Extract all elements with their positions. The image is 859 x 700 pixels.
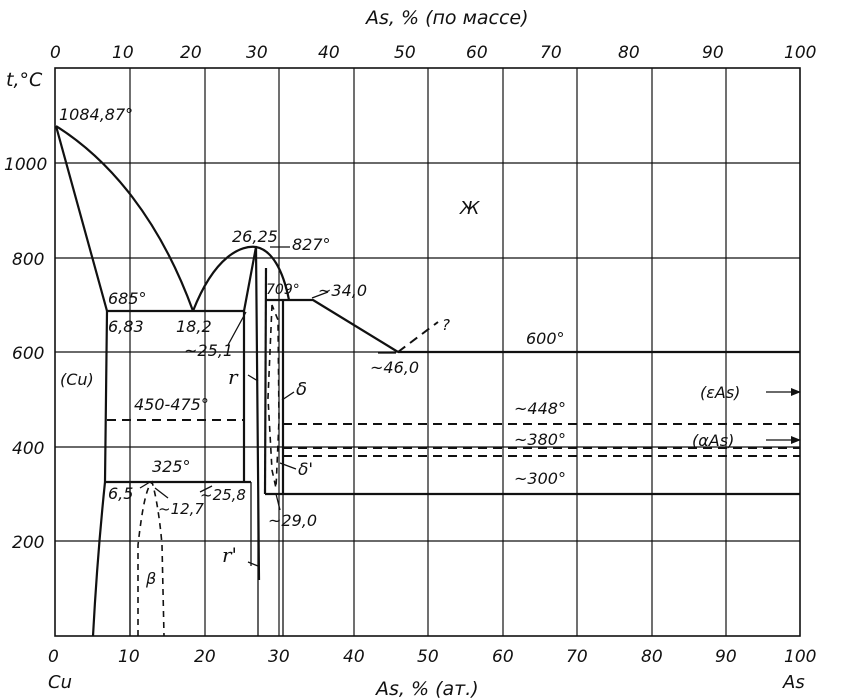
top-tick-label: 80 bbox=[618, 43, 640, 63]
label-25-8: ~25,8 bbox=[200, 486, 246, 504]
bottom-tick-label: 0 bbox=[48, 647, 59, 667]
top-tick-label: 100 bbox=[784, 43, 816, 63]
label-gamma-prime: r' bbox=[222, 543, 237, 567]
top-tick-label: 30 bbox=[246, 43, 268, 63]
solidus-left bbox=[54, 125, 109, 312]
liquidus-peritectic bbox=[289, 298, 399, 353]
left-tick-label: 1000 bbox=[4, 155, 47, 175]
gamma-field-boundary bbox=[242, 245, 261, 581]
bottom-tick-label: 90 bbox=[715, 647, 737, 667]
bottom-tick-label: 40 bbox=[343, 647, 365, 667]
label-delta-prime: δ' bbox=[298, 460, 313, 480]
left-axis-title: t,°C bbox=[6, 69, 43, 91]
label-alpha-as: (αAs) bbox=[692, 431, 734, 450]
label-liquid: Ж bbox=[459, 198, 480, 219]
leader-lines bbox=[139, 246, 801, 567]
left-tick-label: 600 bbox=[12, 344, 44, 364]
label-685: 685° bbox=[108, 289, 147, 308]
top-tick-label: 10 bbox=[112, 43, 134, 63]
bottom-tick-label: 10 bbox=[118, 647, 140, 667]
bottom-tick-label: 60 bbox=[492, 647, 514, 667]
label-eps-as: (εAs) bbox=[700, 383, 740, 402]
liquidus-compound-left bbox=[191, 245, 257, 312]
top-tick-label: 40 bbox=[318, 43, 340, 63]
label-25-1: ~25,1 bbox=[184, 341, 233, 360]
bottom-axis-title: As, % (ат.) bbox=[374, 678, 479, 700]
top-tick-label: 0 bbox=[50, 43, 61, 63]
label-26-25: 26,25 bbox=[232, 227, 278, 246]
bottom-tick-label: 80 bbox=[641, 647, 663, 667]
top-axis-title: As, % (по массе) bbox=[364, 7, 529, 29]
label-gamma: r bbox=[228, 365, 239, 389]
top-tick-label: 70 bbox=[540, 43, 562, 63]
label-6-5: 6,5 bbox=[108, 484, 133, 503]
cu-solvus-left bbox=[91, 310, 109, 637]
label-34-0: ~34,0 bbox=[318, 281, 367, 300]
delta-field-left bbox=[263, 267, 268, 495]
label-29-0: ~29,0 bbox=[268, 511, 317, 530]
top-tick-label: 60 bbox=[466, 43, 488, 63]
bottom-tick-label: 20 bbox=[194, 647, 216, 667]
label-46-0: ~46,0 bbox=[370, 358, 419, 377]
label-beta: β bbox=[145, 569, 156, 588]
top-tick-label: 90 bbox=[702, 43, 724, 63]
label-450-475: 450-475° bbox=[134, 395, 209, 414]
label-18-2: 18,2 bbox=[176, 317, 212, 336]
question-dashed-line bbox=[397, 321, 439, 353]
top-tick-labels: 0 10 20 30 40 50 60 70 80 90 100 bbox=[50, 43, 816, 63]
dashed-transitions bbox=[107, 304, 800, 637]
label-delta: δ bbox=[296, 379, 307, 400]
left-tick-label: 800 bbox=[12, 250, 44, 270]
bottom-tick-label: 70 bbox=[566, 647, 588, 667]
label-6-83: 6,83 bbox=[108, 317, 144, 336]
liquidus-left bbox=[55, 125, 195, 312]
label-380: ~380° bbox=[514, 430, 566, 449]
bottom-tick-label: 100 bbox=[784, 647, 816, 667]
label-300: ~300° bbox=[514, 469, 566, 488]
bottom-tick-labels: 0 10 20 30 40 50 60 70 80 90 100 bbox=[48, 647, 816, 667]
label-325: 325° bbox=[152, 457, 191, 476]
label-600: 600° bbox=[526, 329, 565, 348]
top-tick-label: 20 bbox=[180, 43, 202, 63]
label-827: 827° bbox=[292, 235, 331, 254]
phase-boundaries bbox=[54, 125, 800, 637]
bottom-tick-label: 50 bbox=[417, 647, 439, 667]
beta-dome bbox=[137, 480, 165, 637]
left-tick-label: 400 bbox=[12, 439, 44, 459]
diagram-annotations: 1084,87° 685° 6,83 18,2 26,25 827° 709° … bbox=[59, 105, 740, 588]
label-448: ~448° bbox=[514, 399, 566, 418]
label-question: ? bbox=[442, 316, 450, 334]
top-tick-label: 50 bbox=[394, 43, 416, 63]
liquidus-compound-right bbox=[255, 245, 291, 301]
label-12-7: ~12,7 bbox=[158, 500, 204, 518]
left-tick-labels: 200 400 600 800 1000 bbox=[4, 155, 47, 553]
delta-dashed-loop bbox=[267, 304, 280, 489]
label-709: 709° bbox=[266, 282, 300, 298]
label-cu-melting: 1084,87° bbox=[59, 105, 133, 124]
element-as-label: As bbox=[782, 672, 805, 693]
left-tick-label: 200 bbox=[12, 533, 44, 553]
label-cu-phase: (Cu) bbox=[60, 370, 94, 389]
bottom-tick-label: 30 bbox=[268, 647, 290, 667]
element-cu-label: Cu bbox=[48, 672, 72, 693]
